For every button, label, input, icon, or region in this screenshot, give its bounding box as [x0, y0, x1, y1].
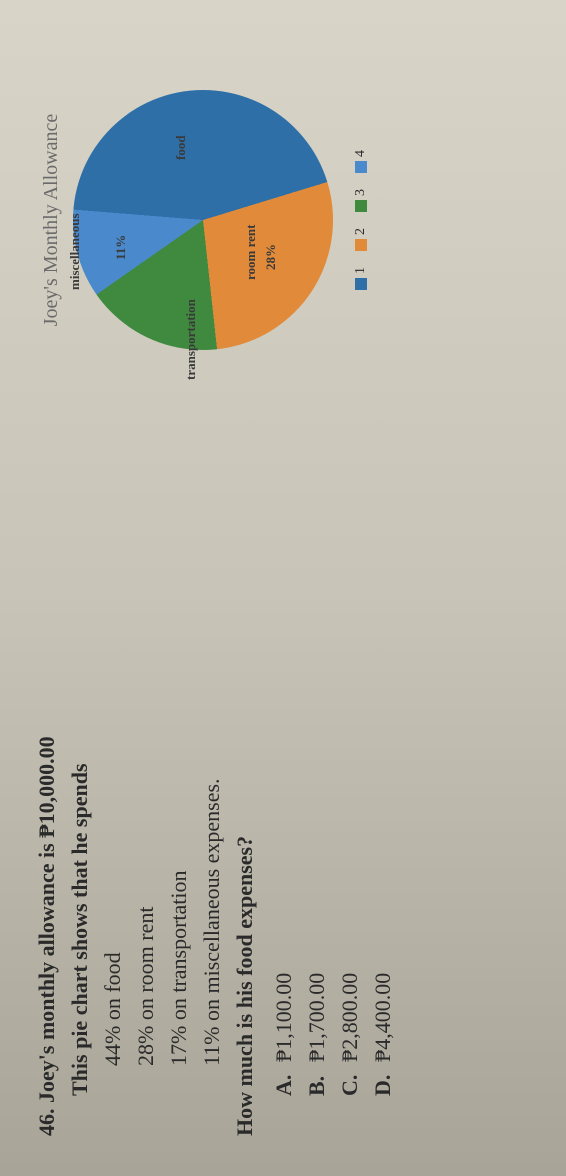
- question-prompt: How much is his food expenses?: [228, 430, 261, 1136]
- legend-swatch: [355, 278, 367, 290]
- breakdown-1: 28% on room rent: [129, 430, 162, 1066]
- option-letter: B.: [300, 1070, 333, 1096]
- option-letter: C.: [333, 1070, 366, 1096]
- pie-slice-label: miscellaneous: [67, 213, 83, 290]
- breakdown-2: 17% on transportation: [162, 430, 195, 1066]
- legend: 1 2 3 4: [353, 40, 369, 400]
- option-text: ₱2,800.00: [333, 973, 366, 1062]
- options: A. ₱1,100.00 B. ₱1,700.00 C. ₱2,800.00 D…: [267, 430, 399, 1096]
- chart-title: Joey's Monthly Allowance: [40, 40, 63, 400]
- legend-item: 4: [353, 150, 369, 173]
- option-a[interactable]: A. ₱1,100.00: [267, 430, 300, 1096]
- question-line1: Joey's monthly allowance is ₱10,000.00: [34, 736, 59, 1103]
- pie-slice-label: 28%: [263, 244, 279, 270]
- legend-swatch: [355, 200, 367, 212]
- legend-label: 3: [353, 189, 369, 196]
- legend-swatch: [355, 161, 367, 173]
- legend-swatch: [355, 239, 367, 251]
- breakdown-0: 44% on food: [96, 430, 129, 1066]
- option-text: ₱1,100.00: [267, 973, 300, 1062]
- option-text: ₱4,400.00: [366, 973, 399, 1062]
- breakdown-3: 11% on miscellaneous expenses.: [195, 430, 228, 1066]
- legend-item: 1: [353, 267, 369, 290]
- legend-item: 2: [353, 228, 369, 251]
- pie-slice-label: room rent: [243, 225, 259, 280]
- legend-label: 4: [353, 150, 369, 157]
- option-d[interactable]: D. ₱4,400.00: [366, 430, 399, 1096]
- option-b[interactable]: B. ₱1,700.00: [300, 430, 333, 1096]
- pie-slice-label: transportation: [183, 299, 199, 380]
- legend-label: 2: [353, 228, 369, 235]
- legend-item: 3: [353, 189, 369, 212]
- option-letter: A.: [267, 1070, 300, 1096]
- pie-slice-label: 11%: [113, 235, 129, 260]
- pie-chart: miscellaneous11%foodroom rent28%transpor…: [73, 90, 333, 350]
- page: 46. Joey's monthly allowance is ₱10,000.…: [0, 0, 566, 1176]
- question-row: 46. Joey's monthly allowance is ₱10,000.…: [30, 40, 399, 1136]
- question-number: 46.: [34, 1109, 59, 1137]
- question-text: 46. Joey's monthly allowance is ₱10,000.…: [30, 430, 399, 1136]
- pie-slice-label: food: [173, 135, 189, 160]
- chart-panel: Joey's Monthly Allowance miscellaneous11…: [30, 40, 399, 400]
- option-c[interactable]: C. ₱2,800.00: [333, 430, 366, 1096]
- option-text: ₱1,700.00: [300, 973, 333, 1062]
- question-line2: This pie chart shows that he spends: [63, 430, 96, 1096]
- legend-label: 1: [353, 267, 369, 274]
- option-letter: D.: [366, 1070, 399, 1096]
- pie-graphic: [73, 90, 333, 350]
